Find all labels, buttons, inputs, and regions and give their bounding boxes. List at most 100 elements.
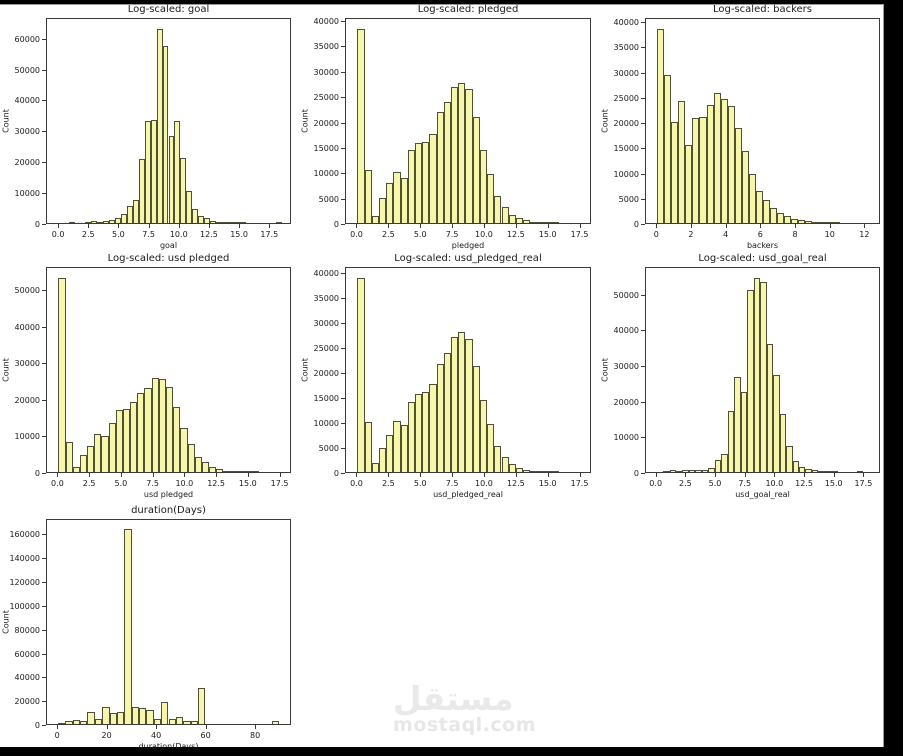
histogram-bar-usd-pledged — [216, 469, 224, 472]
y-tick-label: 25000 — [313, 343, 339, 353]
x-tick-mark — [420, 473, 422, 477]
x-tick-mark — [760, 224, 762, 228]
axes-backers — [645, 18, 880, 224]
x-tick-label: 10.0 — [765, 479, 784, 488]
x-tick-mark — [89, 473, 91, 477]
y-tick-mark — [42, 363, 46, 365]
histogram-bar-usd-pledged-real — [357, 277, 365, 472]
histogram-bar-pledged — [479, 149, 488, 223]
histogram-bar-usd-goal-real — [798, 466, 806, 472]
histogram-bar-usd-pledged-real — [378, 447, 387, 472]
y-tick-mark — [42, 582, 46, 584]
x-tick-mark — [208, 224, 210, 228]
histogram-bar-usd-goal-real — [779, 414, 787, 472]
histogram-bar-goal — [186, 191, 193, 223]
y-tick-mark — [42, 224, 46, 225]
y-tick-label: 20000 — [14, 158, 40, 168]
histogram-bar-backers — [748, 173, 756, 223]
histogram-bar-goal — [69, 221, 76, 223]
y-tick-mark — [42, 725, 46, 726]
x-tick-mark — [744, 473, 746, 477]
histogram-bar-backers — [833, 221, 841, 223]
x-tick-label: 10 — [824, 230, 835, 239]
y-tick-mark — [341, 372, 345, 374]
x-tick-mark — [148, 224, 150, 228]
axes-usd-pledged-real — [345, 267, 591, 473]
axes-pledged — [345, 18, 591, 224]
x-tick-mark — [690, 224, 692, 228]
histogram-bar-goal — [240, 221, 247, 223]
y-axis-label-usd-pledged: Count — [1, 358, 11, 382]
y-tick-label: 0 — [633, 469, 639, 478]
y-tick-mark — [341, 198, 345, 200]
y-tick-mark — [641, 198, 645, 200]
y-tick-label: 30000 — [313, 318, 339, 328]
y-tick-mark — [341, 447, 345, 449]
x-tick-label: 2.5 — [381, 230, 395, 239]
histogram-bar-goal — [222, 221, 229, 223]
histogram-bar-usd-pledged — [223, 470, 231, 472]
x-tick-mark — [184, 473, 186, 477]
x-tick-label: 15.0 — [538, 230, 557, 239]
histogram-bar-duration-days — [80, 721, 88, 724]
histogram-bar-usd-pledged — [115, 409, 123, 472]
histogram-bar-duration-days — [183, 720, 191, 724]
x-tick-mark — [388, 473, 390, 477]
histogram-bar-usd-pledged — [108, 423, 116, 472]
x-tick-mark — [655, 473, 657, 477]
histogram-bar-duration-days — [109, 712, 117, 724]
y-tick-mark — [42, 162, 46, 164]
histogram-bar-duration-days — [197, 688, 206, 724]
y-tick-label: 10000 — [14, 432, 40, 442]
histogram-bar-backers — [755, 190, 763, 223]
y-tick-label: 40000 — [14, 322, 40, 332]
figure-canvas: Log-scaled: goal 0 10000 20000 30000 40000 500… — [0, 4, 884, 751]
x-tick-mark — [547, 473, 549, 477]
x-tick-mark — [804, 473, 806, 477]
x-tick-mark — [106, 725, 108, 729]
x-tick-mark — [255, 725, 257, 729]
histogram-bar-duration-days — [175, 717, 184, 724]
histogram-bar-usd-goal-real — [740, 391, 748, 472]
histogram-bar-duration-days — [124, 528, 132, 724]
histogram-bar-duration-days — [116, 712, 125, 724]
histogram-bar-usd-pledged — [201, 462, 210, 472]
x-tick-label: 0 — [653, 230, 659, 239]
histogram-bar-usd-goal-real — [766, 344, 774, 472]
y-tick-label: 40000 — [313, 268, 339, 278]
x-tick-label: 17.5 — [570, 230, 589, 239]
y-axis-label-goal: Count — [1, 109, 11, 133]
histogram-bar-pledged — [551, 221, 560, 223]
y-tick-mark — [42, 677, 46, 679]
x-tick-label: 8 — [792, 230, 798, 239]
y-axis-label-usd-goal-real: Count — [600, 358, 610, 382]
y-tick-mark — [641, 366, 645, 368]
x-tick-label: 5.0 — [708, 479, 722, 488]
histogram-bar-usd-goal-real — [721, 454, 728, 472]
plot-title-goal: Log-scaled: goal — [127, 4, 210, 15]
y-tick-label: 30000 — [313, 67, 339, 77]
y-tick-label: 40000 — [14, 673, 40, 683]
x-tick-label: 5.0 — [112, 230, 125, 239]
x-tick-label: 7.5 — [445, 479, 459, 488]
histogram-bar-pledged — [537, 221, 545, 223]
x-tick-label: 2.5 — [81, 230, 95, 239]
y-tick-label: 15000 — [313, 143, 339, 153]
histogram-bar-pledged — [386, 182, 394, 223]
y-tick-label: 80000 — [14, 625, 40, 635]
histogram-bar-backers — [805, 221, 813, 223]
y-axis-label-pledged: Count — [300, 109, 310, 133]
y-tick-mark — [641, 401, 645, 403]
y-tick-label: 5000 — [618, 194, 639, 204]
x-tick-label: 0.0 — [51, 230, 65, 239]
x-tick-mark — [57, 725, 59, 729]
histogram-bar-backers — [762, 200, 770, 223]
y-tick-label: 160000 — [9, 530, 40, 540]
histogram-bar-backers — [734, 128, 742, 223]
x-tick-mark — [579, 473, 581, 477]
x-tick-mark — [774, 473, 776, 477]
histogram-bar-goal — [192, 208, 199, 223]
histogram-bar-goal — [275, 221, 282, 223]
histogram-bar-pledged — [400, 178, 408, 223]
y-axis-label-duration-days: Count — [1, 610, 11, 634]
